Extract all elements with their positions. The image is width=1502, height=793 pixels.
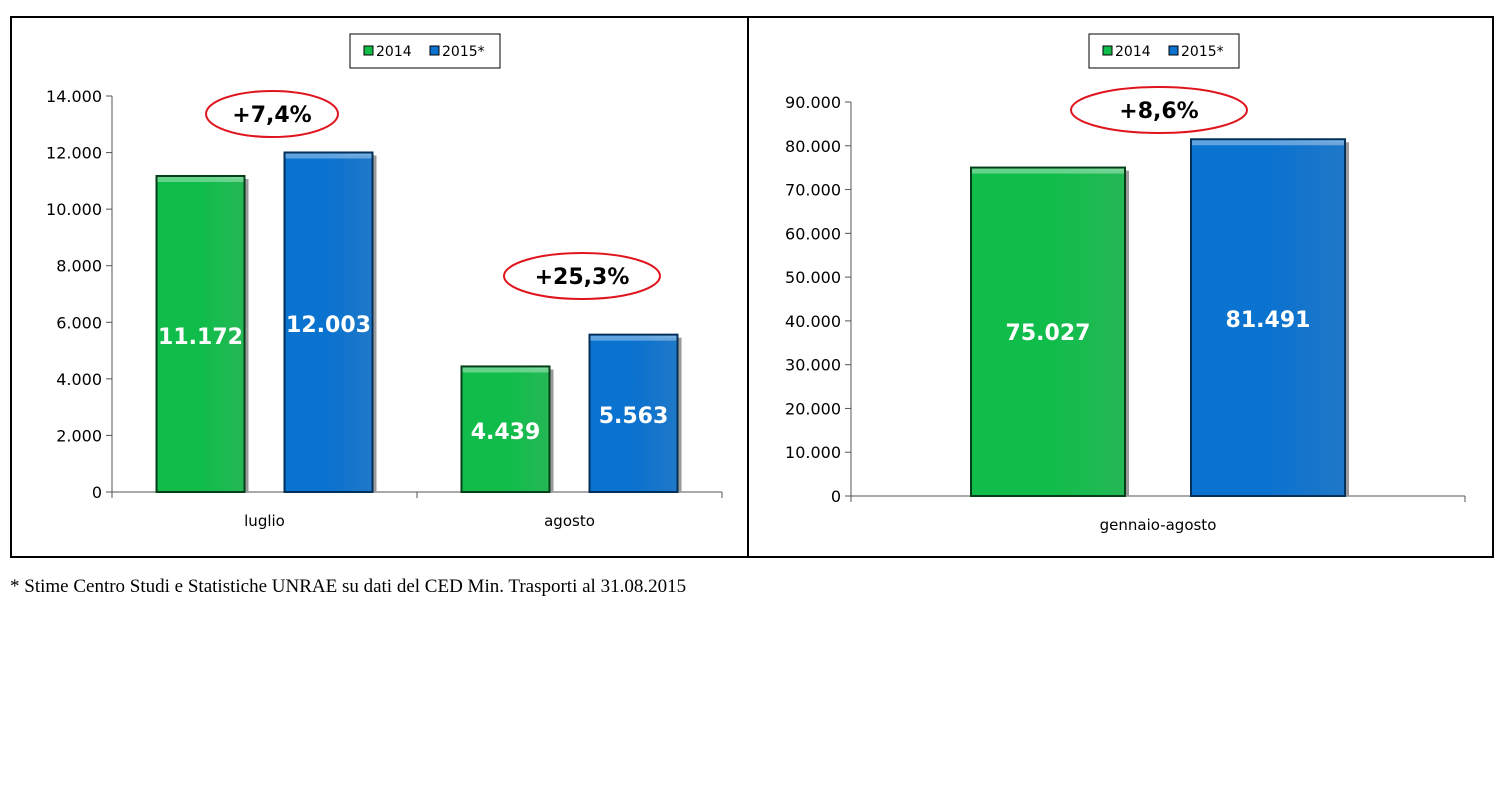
growth-label: +7,4% bbox=[232, 103, 311, 128]
data-label: 11.172 bbox=[158, 325, 243, 350]
legend-swatch bbox=[429, 45, 440, 56]
y-tick-label: 12.000 bbox=[46, 144, 102, 163]
bar-2015-luglio bbox=[283, 151, 374, 493]
legend-label: 2014 bbox=[376, 44, 412, 60]
chart-cumulative: 0 10.000 20.000 30.000 40.000 50.000 60.000 70.… bbox=[747, 16, 1494, 558]
chart-cumulative-svg: 0 10.000 20.000 30.000 40.000 50.000 60.000 70.… bbox=[785, 33, 1466, 534]
bar-2015-gennaio-agosto bbox=[1190, 138, 1346, 497]
growth-label: +8,6% bbox=[1119, 99, 1198, 124]
bar-2015-agosto bbox=[588, 333, 679, 493]
data-label: 4.439 bbox=[471, 420, 541, 445]
legend-swatch bbox=[1168, 45, 1179, 56]
bar-top-highlight bbox=[462, 367, 549, 373]
bar-top-highlight bbox=[972, 168, 1124, 174]
legend-box bbox=[349, 33, 501, 69]
y-tick-label: 60.000 bbox=[785, 224, 841, 243]
chart-monthly-svg: 0 2.000 4.000 6.000 8.000 10.000 12.000 14.000 l… bbox=[46, 33, 723, 530]
legend-label: 2014 bbox=[1115, 44, 1151, 60]
legend: 2014 2015* bbox=[1088, 33, 1240, 69]
category-label: gennaio-agosto bbox=[1100, 516, 1217, 534]
footnote: * Stime Centro Studi e Statistiche UNRAE… bbox=[10, 576, 687, 597]
y-tick-label: 70.000 bbox=[785, 181, 841, 200]
chart-monthly: 0 2.000 4.000 6.000 8.000 10.000 12.000 14.000 l… bbox=[10, 16, 749, 558]
legend-swatch bbox=[363, 45, 374, 56]
y-tick-label: 14.000 bbox=[46, 87, 102, 106]
y-tick-label: 30.000 bbox=[785, 356, 841, 375]
legend-swatch bbox=[1102, 45, 1113, 56]
legend-box bbox=[1088, 33, 1240, 69]
bar-top-highlight bbox=[285, 153, 372, 159]
growth-ellipse bbox=[205, 90, 339, 138]
legend-label: 2015* bbox=[1181, 44, 1224, 60]
data-label: 75.027 bbox=[1006, 321, 1091, 346]
y-tick-label: 4.000 bbox=[56, 370, 102, 389]
category-label: luglio bbox=[244, 512, 285, 530]
legend-label: 2015* bbox=[442, 44, 485, 60]
y-tick-label: 0 bbox=[831, 487, 841, 506]
data-label: 81.491 bbox=[1226, 308, 1311, 333]
legend: 2014 2015* bbox=[349, 33, 501, 69]
y-tick-label: 10.000 bbox=[46, 200, 102, 219]
bar-2014-luglio bbox=[155, 174, 246, 493]
y-tick-label: 10.000 bbox=[785, 443, 841, 462]
y-tick-label: 50.000 bbox=[785, 268, 841, 287]
y-tick-label: 8.000 bbox=[56, 257, 102, 276]
data-label: 5.563 bbox=[599, 404, 669, 429]
bar-top-highlight bbox=[157, 176, 244, 182]
data-label: 12.003 bbox=[286, 313, 371, 338]
bar-top-highlight bbox=[1192, 140, 1344, 146]
category-label: agosto bbox=[544, 512, 595, 530]
bar-top-highlight bbox=[590, 335, 677, 341]
y-tick-label: 2.000 bbox=[56, 426, 102, 445]
y-tick-label: 40.000 bbox=[785, 312, 841, 331]
y-tick-label: 6.000 bbox=[56, 313, 102, 332]
growth-ellipse bbox=[1070, 86, 1248, 134]
growth-label: +25,3% bbox=[535, 265, 630, 290]
y-tick-label: 20.000 bbox=[785, 399, 841, 418]
bar-2014-gennaio-agosto bbox=[970, 166, 1126, 497]
y-tick-label: 90.000 bbox=[785, 93, 841, 112]
growth-ellipse bbox=[503, 252, 661, 300]
bar-2014-agosto bbox=[460, 365, 551, 494]
y-tick-label: 0 bbox=[92, 483, 102, 502]
y-tick-label: 80.000 bbox=[785, 137, 841, 156]
